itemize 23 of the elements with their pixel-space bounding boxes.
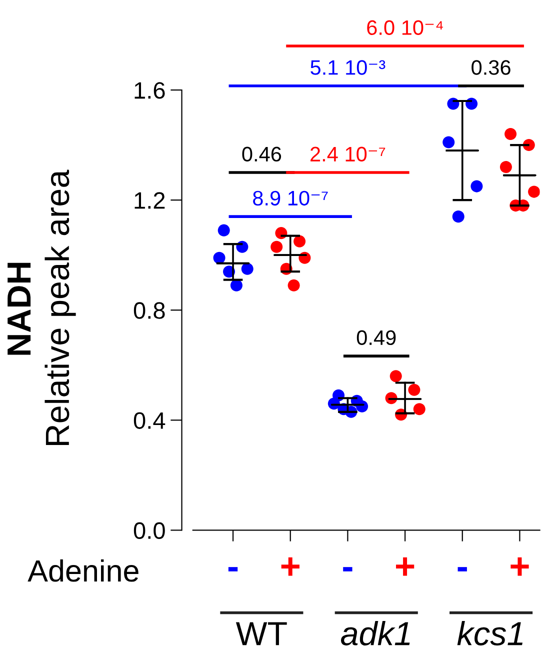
annotation: 2.4 10⁻⁷ [310,146,386,162]
text: Adenine [28,559,138,582]
x-tick-label: + [510,557,529,576]
text: 0.36 [472,60,510,75]
y-tick-label: 0.8 [134,302,165,319]
x-tick-label: + [396,557,414,576]
annotation: 0.49 [356,330,396,346]
text: adk1 [340,620,410,646]
x-tick-label: - [228,567,238,572]
text: 6.0 10⁻⁴ [367,20,443,35]
x-tick-label: - [343,567,352,572]
annotation: 0.46 [242,146,282,162]
annotation: 8.9 10⁻⁷ [253,190,328,206]
text: kcs1 [457,620,522,646]
y-tick-label: 1.6 [134,82,165,99]
text: 5.1 10⁻³ [310,60,386,75]
y-tick-label: 0.4 [134,412,166,429]
y-tick-label: 1.2 [134,192,165,209]
x-tick-label: - [458,567,467,572]
y-tick-label: 0.0 [134,522,165,539]
x-tick-label: + [281,557,300,576]
text: WT [236,622,287,646]
y-axis-title: NADH Relative peak area [8,170,76,446]
